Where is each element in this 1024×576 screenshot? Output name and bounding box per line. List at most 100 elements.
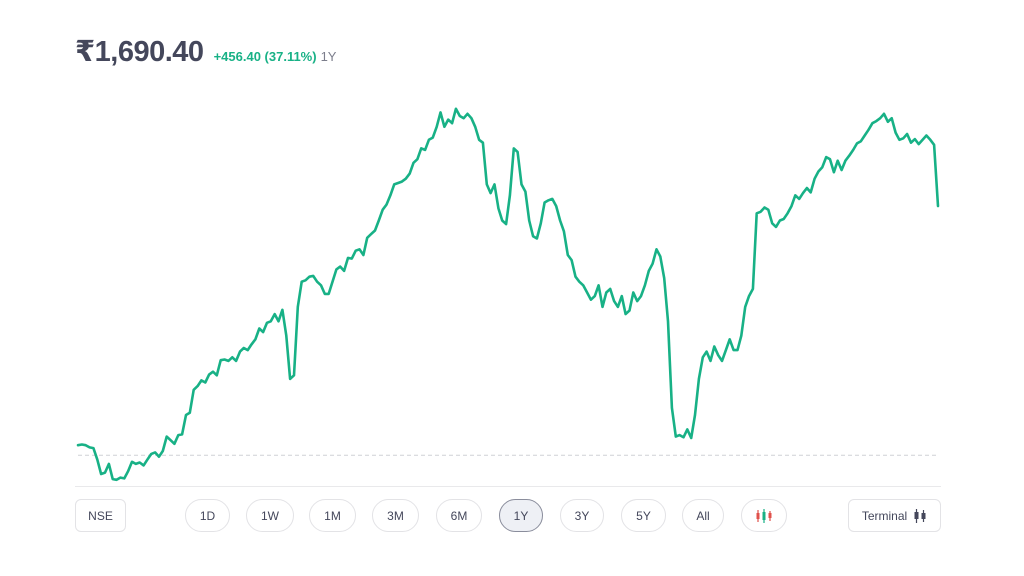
price-point — [706, 351, 708, 353]
price-point — [644, 284, 646, 286]
price-point — [910, 142, 912, 144]
price-point — [243, 347, 245, 349]
price-point — [123, 477, 125, 479]
range-button-all[interactable]: All — [682, 499, 724, 532]
price-point — [540, 222, 542, 224]
price-point — [447, 119, 449, 121]
terminal-button[interactable]: Terminal — [848, 499, 941, 532]
range-button-1d[interactable]: 1D — [185, 499, 230, 532]
price-point — [517, 151, 519, 153]
price-point — [509, 194, 511, 196]
price-point — [690, 437, 692, 439]
price-point — [439, 111, 442, 113]
price-point — [212, 371, 214, 373]
price-point — [497, 207, 499, 209]
price-point — [802, 192, 804, 194]
price-point — [451, 122, 453, 124]
price-point — [258, 327, 260, 330]
price-point — [412, 162, 415, 164]
price-point — [929, 139, 931, 141]
price-point — [605, 291, 607, 294]
price-point — [833, 171, 835, 173]
price-point — [470, 117, 472, 119]
price-point — [544, 201, 546, 204]
price-point — [274, 313, 276, 315]
price-point — [200, 379, 202, 381]
price-point — [559, 219, 561, 222]
price-point — [520, 183, 523, 185]
price-point — [767, 209, 769, 211]
price-point — [239, 351, 241, 353]
price-point — [879, 117, 881, 119]
price-point — [351, 258, 353, 260]
price-point — [810, 191, 812, 193]
price-point — [659, 255, 661, 258]
price-point — [216, 374, 218, 376]
price-point — [771, 222, 773, 224]
range-label: 6M — [450, 508, 468, 523]
price-point — [679, 434, 681, 436]
price-point — [100, 473, 102, 475]
range-button-5y[interactable]: 5Y — [621, 499, 666, 532]
price-point — [181, 433, 183, 435]
range-button-1w[interactable]: 1W — [246, 499, 294, 532]
price-point — [127, 470, 129, 472]
price-point — [96, 459, 98, 461]
price-point — [702, 356, 704, 358]
price-point — [601, 306, 604, 308]
price-point — [906, 133, 908, 135]
price-point — [925, 134, 928, 137]
price-point — [918, 143, 920, 145]
price-point — [621, 295, 623, 297]
range-button-1y[interactable]: 1Y — [499, 499, 543, 532]
price-point — [628, 309, 631, 312]
price-header: ₹1,690.40 +456.40 (37.11%) 1Y — [75, 34, 336, 69]
price-point — [582, 284, 584, 286]
chart-type-button[interactable] — [741, 499, 787, 532]
price-point — [617, 306, 619, 308]
price-point — [370, 233, 372, 235]
price-point — [189, 412, 191, 414]
price-point — [922, 139, 924, 141]
price-point — [787, 212, 789, 214]
range-button-3m[interactable]: 3M — [372, 499, 419, 532]
price-point — [625, 313, 627, 315]
price-point — [112, 478, 114, 480]
price-point — [220, 359, 222, 361]
range-button-3y[interactable]: 3Y — [560, 499, 604, 532]
price-point — [686, 428, 688, 430]
price-point — [682, 436, 685, 438]
price-point — [524, 191, 527, 193]
price-point — [89, 446, 91, 448]
range-button-1m[interactable]: 1M — [309, 499, 356, 532]
range-button-6m[interactable]: 6M — [436, 499, 482, 532]
price-point — [385, 204, 388, 206]
price-point — [817, 170, 820, 173]
price-point — [760, 211, 762, 213]
price-point — [304, 279, 307, 281]
price-point — [837, 160, 839, 162]
price-point — [409, 173, 411, 175]
price-point — [752, 288, 754, 290]
price-point — [729, 338, 731, 340]
range-label: 1Y — [513, 508, 529, 523]
price-point — [883, 113, 885, 115]
price-point — [902, 137, 904, 139]
price-point — [798, 198, 800, 200]
price-point — [459, 115, 461, 117]
price-point — [733, 349, 735, 351]
price-point — [574, 276, 577, 278]
price-point — [343, 270, 345, 272]
candlestick-chart-icon — [754, 507, 774, 525]
price-point — [895, 132, 897, 134]
price-point — [590, 299, 592, 301]
price-point — [586, 291, 588, 294]
price-point — [725, 349, 727, 351]
price-point — [223, 358, 226, 361]
price-point — [208, 374, 210, 376]
range-label: 5Y — [636, 508, 651, 523]
exchange-button[interactable]: NSE — [75, 499, 126, 532]
price-point — [814, 178, 816, 180]
price-point — [868, 129, 870, 131]
